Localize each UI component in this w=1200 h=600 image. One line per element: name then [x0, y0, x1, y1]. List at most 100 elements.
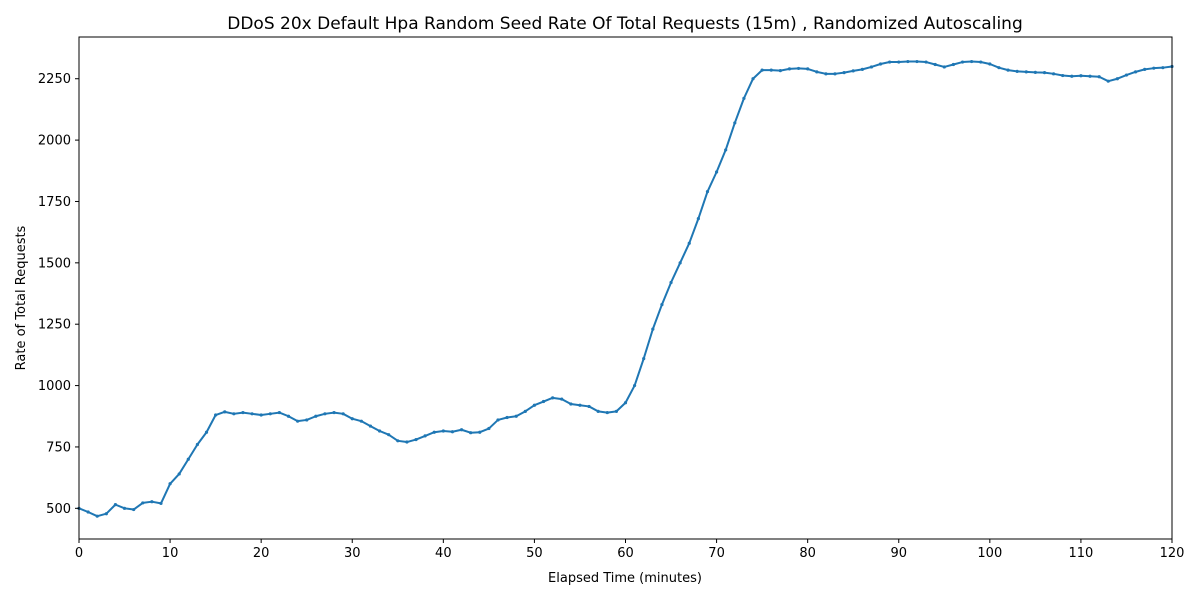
data-point	[724, 148, 728, 152]
data-point	[997, 66, 1001, 70]
x-tick-label: 90	[890, 546, 907, 561]
data-point	[1024, 70, 1028, 74]
x-axis-label: Elapsed Time (minutes)	[548, 571, 702, 586]
data-point	[214, 413, 218, 417]
data-point	[159, 501, 163, 506]
data-point	[432, 430, 436, 434]
data-point	[751, 77, 755, 81]
data-point	[523, 409, 527, 413]
x-tick-label: 40	[435, 546, 452, 561]
data-point	[878, 62, 883, 66]
data-point	[888, 60, 892, 64]
data-point	[232, 412, 236, 416]
data-point	[1097, 75, 1101, 79]
data-point	[1070, 74, 1074, 78]
data-point	[587, 404, 591, 409]
data-point	[979, 60, 983, 64]
data-point	[177, 472, 181, 476]
y-tick-label: 1500	[38, 256, 71, 271]
data-point	[742, 96, 746, 100]
y-tick-label: 750	[46, 440, 71, 455]
x-axis: 0 10 20 30 40 50 60 70 80 90 100 110 120	[75, 539, 1184, 561]
data-point	[350, 417, 354, 421]
x-tick-label: 60	[617, 546, 634, 561]
data-point	[487, 426, 491, 431]
data-point	[132, 507, 136, 512]
data-point	[796, 66, 801, 71]
plot-frame	[78, 36, 1173, 540]
data-point	[560, 397, 564, 401]
data-point	[678, 261, 682, 265]
data-point	[651, 327, 655, 331]
data-point	[86, 510, 90, 514]
data-point	[223, 410, 227, 414]
x-tick-label: 10	[162, 546, 179, 561]
data-point	[869, 65, 874, 69]
data-point	[970, 59, 974, 64]
data-point	[551, 396, 555, 400]
data-point	[113, 503, 118, 507]
data-point	[1042, 70, 1047, 75]
data-point	[359, 419, 363, 423]
y-tick-label: 2250	[38, 72, 71, 87]
x-tick-label: 80	[799, 546, 816, 561]
data-point	[1033, 70, 1037, 74]
y-axis-label: Rate of Total Requests	[14, 225, 29, 370]
data-point	[541, 399, 546, 404]
data-point	[95, 514, 99, 518]
data-point	[605, 410, 609, 415]
data-point	[204, 430, 209, 434]
data-point	[414, 437, 418, 442]
data-point	[186, 457, 190, 461]
data-point	[1161, 66, 1165, 70]
data-point	[496, 418, 500, 422]
data-point	[1115, 77, 1119, 81]
data-point	[760, 68, 764, 72]
data-point	[1079, 74, 1083, 78]
data-point	[1133, 70, 1138, 74]
data-point	[696, 217, 700, 221]
data-point	[469, 431, 473, 435]
data-point	[122, 506, 127, 510]
data-point	[323, 412, 327, 416]
data-point	[933, 62, 937, 67]
data-point	[441, 429, 445, 433]
data-point	[341, 412, 345, 416]
data-point	[450, 430, 455, 434]
data-point	[387, 433, 391, 437]
data-point	[332, 410, 336, 415]
data-point	[259, 413, 263, 417]
data-point	[569, 402, 573, 406]
data-point	[623, 401, 628, 405]
data-point	[168, 482, 172, 486]
data-point	[942, 65, 946, 69]
data-point	[596, 409, 600, 413]
data-point	[368, 424, 373, 428]
data-point	[614, 409, 618, 413]
data-point	[660, 302, 664, 307]
data-point	[250, 412, 254, 416]
data-point	[241, 410, 245, 415]
x-tick-label: 110	[1069, 546, 1094, 561]
data-point	[897, 60, 901, 64]
data-point	[423, 434, 427, 438]
y-tick-label: 1000	[38, 379, 71, 394]
data-point	[305, 418, 309, 422]
data-point	[296, 419, 300, 423]
data-point	[851, 69, 855, 73]
data-point	[578, 403, 582, 407]
data-point	[1006, 68, 1010, 72]
data-point	[277, 410, 281, 415]
data-point	[669, 280, 673, 285]
data-point	[104, 512, 108, 516]
data-point	[633, 383, 637, 388]
x-tick-label: 20	[253, 546, 270, 561]
x-tick-label: 0	[75, 546, 83, 561]
data-point	[714, 170, 719, 174]
data-point	[268, 412, 272, 416]
data-point	[1143, 67, 1147, 72]
data-point	[642, 356, 646, 361]
data-point	[842, 70, 846, 75]
x-tick-label: 100	[977, 546, 1002, 561]
